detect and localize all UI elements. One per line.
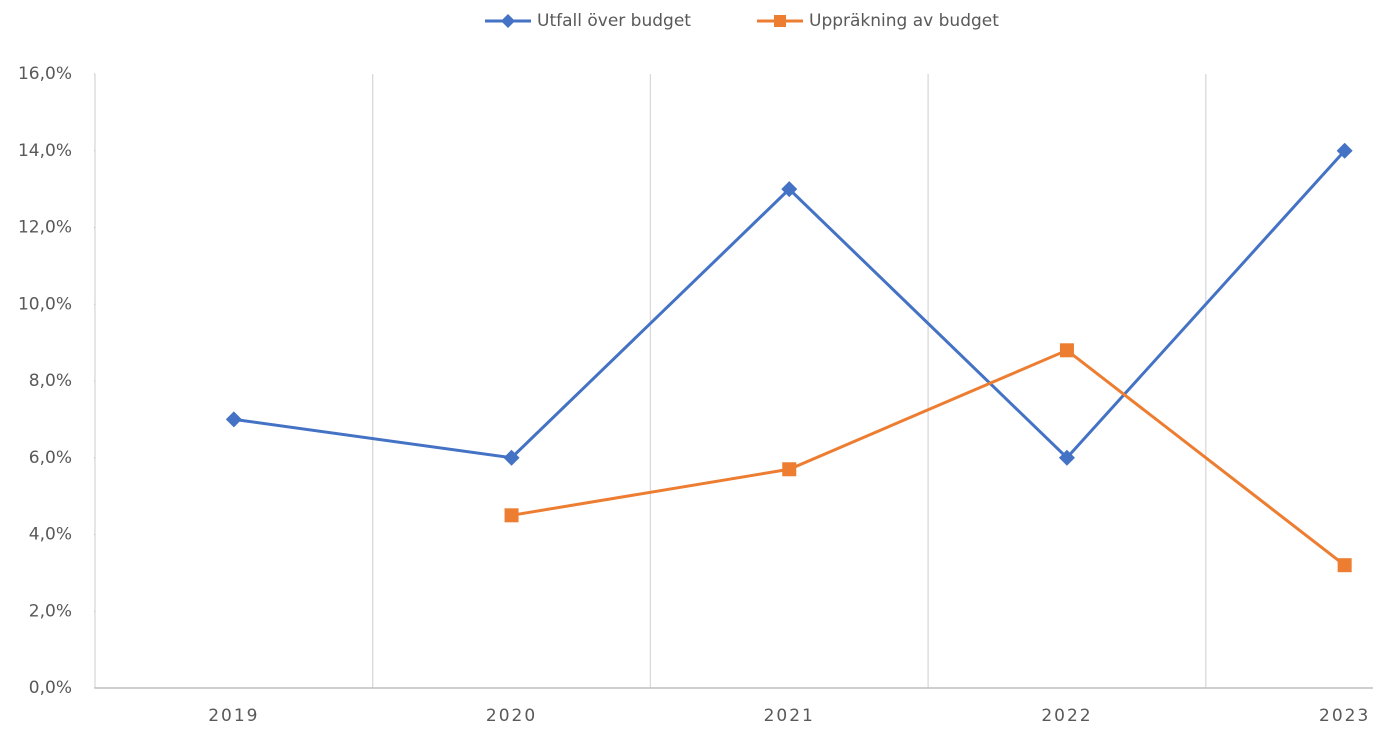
x-tick-label: 2021	[764, 706, 815, 726]
y-tick-label: 0,0%	[29, 678, 72, 698]
marker	[503, 449, 520, 466]
legend-marker	[774, 15, 786, 27]
x-tick-label: 2023	[1319, 706, 1370, 726]
series-line	[511, 348, 1346, 567]
x-tick-label: 2020	[486, 706, 537, 726]
y-tick-label: 4,0%	[29, 525, 72, 545]
marker	[1059, 343, 1074, 358]
marker	[782, 462, 797, 477]
y-tick-label: 14,0%	[18, 141, 72, 161]
y-tick-label: 6,0%	[29, 448, 72, 468]
legend-label: Uppräkning av budget	[809, 11, 999, 31]
marker	[225, 411, 242, 428]
legend-label: Utfall över budget	[537, 11, 691, 31]
x-tick-label: 2022	[1041, 706, 1092, 726]
legend-marker	[501, 14, 515, 28]
y-tick-label: 2,0%	[29, 601, 72, 621]
y-tick-label: 12,0%	[18, 218, 72, 238]
marker	[1337, 558, 1352, 573]
marker	[781, 181, 798, 198]
y-tick-label: 10,0%	[18, 294, 72, 314]
marker	[1058, 449, 1075, 466]
x-tick-label: 2019	[208, 706, 259, 726]
marker	[1336, 142, 1353, 159]
marker	[504, 508, 519, 523]
y-tick-label: 8,0%	[29, 371, 72, 391]
y-tick-label: 16,0%	[18, 64, 72, 84]
